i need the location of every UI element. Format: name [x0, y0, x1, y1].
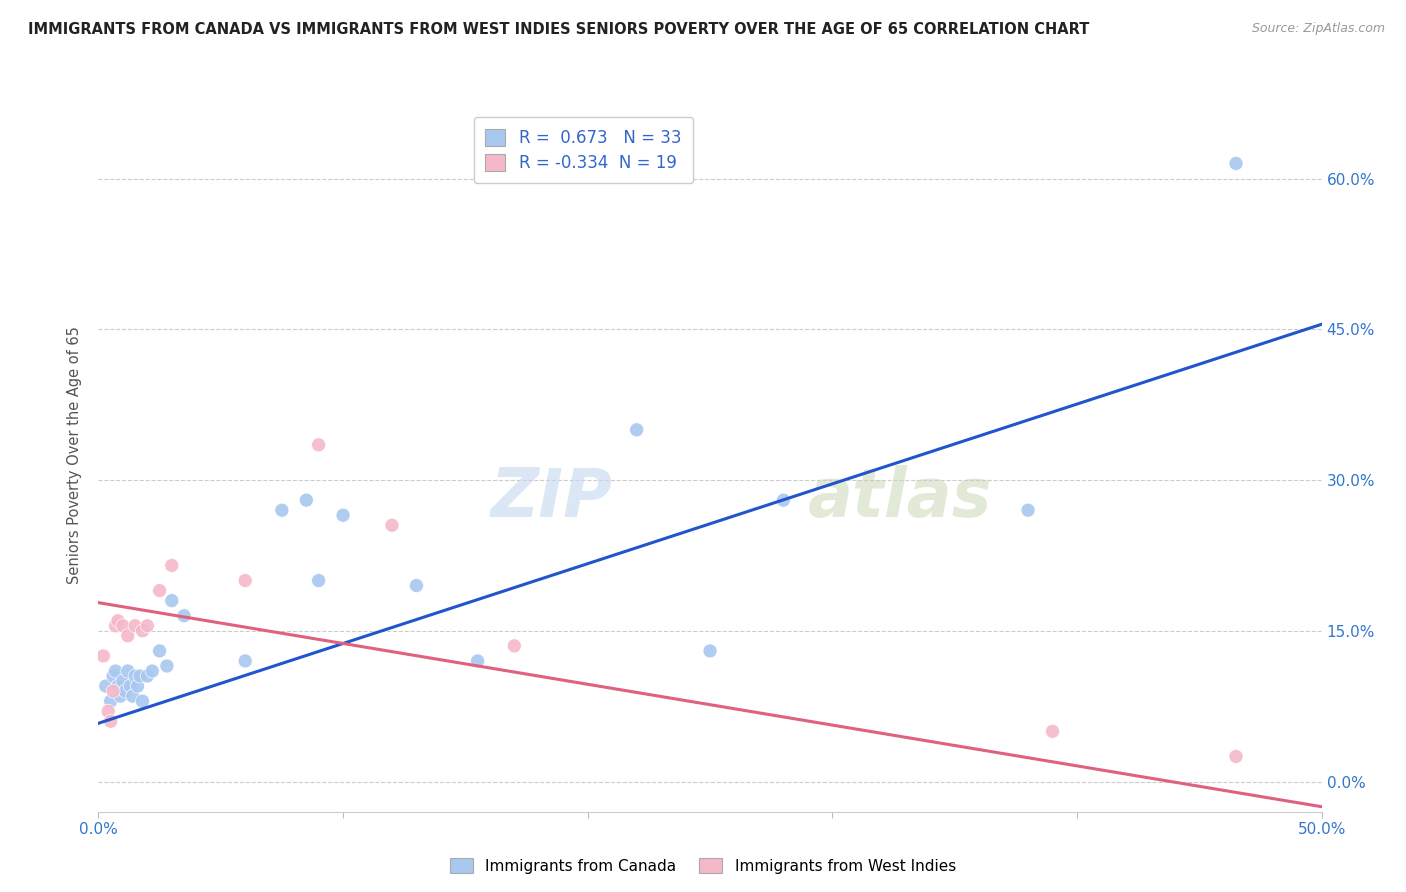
Ellipse shape [299, 493, 314, 508]
Ellipse shape [134, 669, 148, 683]
Text: ZIP: ZIP [491, 465, 612, 531]
Ellipse shape [141, 619, 155, 632]
Ellipse shape [160, 659, 174, 673]
Ellipse shape [238, 574, 252, 588]
Ellipse shape [165, 558, 179, 573]
Ellipse shape [104, 694, 118, 708]
Ellipse shape [276, 503, 288, 517]
Text: atlas: atlas [808, 465, 993, 531]
Ellipse shape [124, 679, 138, 693]
Ellipse shape [121, 664, 135, 678]
Ellipse shape [97, 649, 110, 663]
Ellipse shape [1229, 749, 1243, 764]
Legend: R =  0.673   N = 33, R = -0.334  N = 19: R = 0.673 N = 33, R = -0.334 N = 19 [474, 117, 693, 184]
Legend: Immigrants from Canada, Immigrants from West Indies: Immigrants from Canada, Immigrants from … [444, 852, 962, 880]
Ellipse shape [125, 690, 139, 703]
Ellipse shape [115, 674, 129, 688]
Ellipse shape [471, 654, 485, 668]
Ellipse shape [115, 619, 129, 632]
Ellipse shape [141, 669, 155, 683]
Ellipse shape [118, 684, 132, 698]
Ellipse shape [1229, 156, 1243, 170]
Ellipse shape [131, 679, 145, 693]
Text: IMMIGRANTS FROM CANADA VS IMMIGRANTS FROM WEST INDIES SENIORS POVERTY OVER THE A: IMMIGRANTS FROM CANADA VS IMMIGRANTS FRO… [28, 22, 1090, 37]
Ellipse shape [776, 493, 790, 508]
Ellipse shape [135, 694, 149, 708]
Ellipse shape [336, 508, 350, 522]
Ellipse shape [104, 714, 118, 728]
Ellipse shape [121, 629, 135, 643]
Text: Source: ZipAtlas.com: Source: ZipAtlas.com [1251, 22, 1385, 36]
Ellipse shape [105, 669, 120, 683]
Y-axis label: Seniors Poverty Over the Age of 65: Seniors Poverty Over the Age of 65 [67, 326, 83, 584]
Ellipse shape [312, 574, 326, 588]
Ellipse shape [135, 624, 149, 638]
Ellipse shape [703, 644, 717, 658]
Ellipse shape [111, 679, 125, 693]
Ellipse shape [98, 679, 112, 693]
Ellipse shape [128, 669, 142, 683]
Ellipse shape [153, 583, 166, 598]
Ellipse shape [108, 664, 122, 678]
Ellipse shape [128, 619, 142, 632]
Ellipse shape [153, 644, 166, 658]
Ellipse shape [1046, 724, 1060, 739]
Ellipse shape [238, 654, 252, 668]
Ellipse shape [105, 684, 120, 698]
Ellipse shape [409, 579, 423, 592]
Ellipse shape [312, 438, 326, 452]
Ellipse shape [114, 690, 128, 703]
Ellipse shape [385, 518, 399, 533]
Ellipse shape [165, 594, 179, 607]
Ellipse shape [111, 614, 125, 628]
Ellipse shape [508, 639, 522, 653]
Ellipse shape [101, 704, 115, 718]
Ellipse shape [1021, 503, 1035, 517]
Ellipse shape [145, 664, 159, 678]
Ellipse shape [108, 619, 122, 632]
Ellipse shape [630, 423, 644, 437]
Ellipse shape [177, 608, 191, 623]
